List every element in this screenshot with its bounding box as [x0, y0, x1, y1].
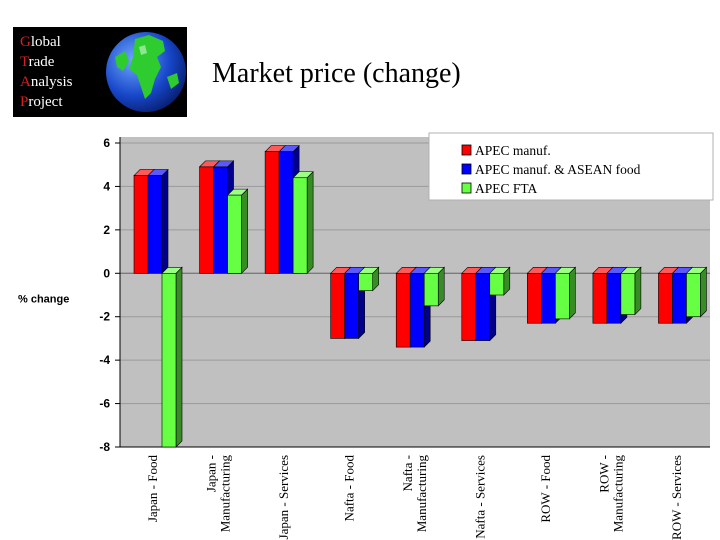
svg-text:Manufacturing: Manufacturing — [414, 455, 429, 533]
bar-3-2 — [226, 188, 249, 275]
y-tick-label: -8 — [99, 440, 110, 454]
bar-3-7 — [554, 266, 577, 320]
legend-item: APEC FTA — [461, 181, 538, 196]
svg-text:APEC manuf. & ASEAN food: APEC manuf. & ASEAN food — [475, 162, 641, 177]
svg-text:Japan - Services: Japan - Services — [276, 455, 291, 539]
bar-3-9 — [685, 266, 708, 318]
x-tick-label: Nafta - Services — [473, 455, 488, 539]
svg-text:APEC FTA: APEC FTA — [475, 181, 538, 196]
logo-line-3: Analysis — [20, 74, 73, 90]
x-tick-label: Japan - Food — [145, 455, 160, 523]
x-tick-label: Japan - Manufacturing — [203, 455, 232, 533]
svg-text:Manufacturing: Manufacturing — [611, 455, 626, 533]
y-tick-label: 2 — [103, 223, 110, 237]
svg-text:APEC manuf.: APEC manuf. — [475, 143, 551, 158]
page-title: Market price (change) — [212, 58, 461, 89]
svg-text:ROW -: ROW - — [597, 455, 612, 493]
x-tick-label: ROW - Manufacturing — [597, 455, 626, 533]
x-tick-label: ROW - Services — [669, 455, 684, 540]
bar-3-3 — [292, 171, 314, 275]
y-tick-label: 4 — [103, 179, 110, 193]
legend — [428, 132, 714, 201]
globe-icon — [106, 32, 186, 112]
bar-3-5 — [423, 266, 445, 307]
svg-text:ROW - Services: ROW - Services — [669, 455, 684, 540]
svg-text:Nafta - Services: Nafta - Services — [473, 455, 488, 539]
y-tick-label: 0 — [103, 266, 110, 280]
svg-text:Japan -: Japan - — [203, 455, 218, 492]
logo-line-1: Global — [20, 34, 61, 50]
y-axis-label: % change — [18, 293, 69, 305]
legend-item: APEC manuf. & ASEAN food — [461, 162, 641, 177]
x-tick-label: Nafta - Manufacturing — [400, 455, 429, 533]
x-tick-label: ROW - Food — [538, 455, 553, 523]
svg-text:Nafta - Food: Nafta - Food — [341, 455, 356, 522]
logo-text: Global Trade Analysis Project — [20, 32, 73, 112]
bar-3-1 — [161, 266, 183, 448]
logo-line-2: Trade — [20, 54, 55, 70]
bar-3-8 — [620, 266, 642, 316]
y-tick-label: -4 — [99, 353, 110, 367]
x-tick-label: Nafta - Food — [341, 455, 356, 522]
svg-text:Manufacturing: Manufacturing — [217, 455, 232, 533]
y-tick-label: -6 — [99, 397, 110, 411]
bar-3-4 — [357, 266, 380, 292]
logo-line-4: Project — [20, 94, 63, 110]
bar-3-6 — [489, 266, 511, 296]
svg-text:Japan - Food: Japan - Food — [145, 455, 160, 523]
svg-text:ROW - Food: ROW - Food — [538, 455, 553, 523]
y-tick-label: -2 — [99, 310, 110, 324]
legend-item: APEC manuf. — [461, 143, 551, 158]
svg-text:Nafta -: Nafta - — [400, 455, 415, 491]
x-tick-label: Japan - Services — [276, 455, 291, 539]
bar-2-1 — [147, 168, 169, 275]
logo: Global Trade Analysis Project — [13, 27, 187, 117]
y-tick-label: 6 — [103, 136, 110, 150]
